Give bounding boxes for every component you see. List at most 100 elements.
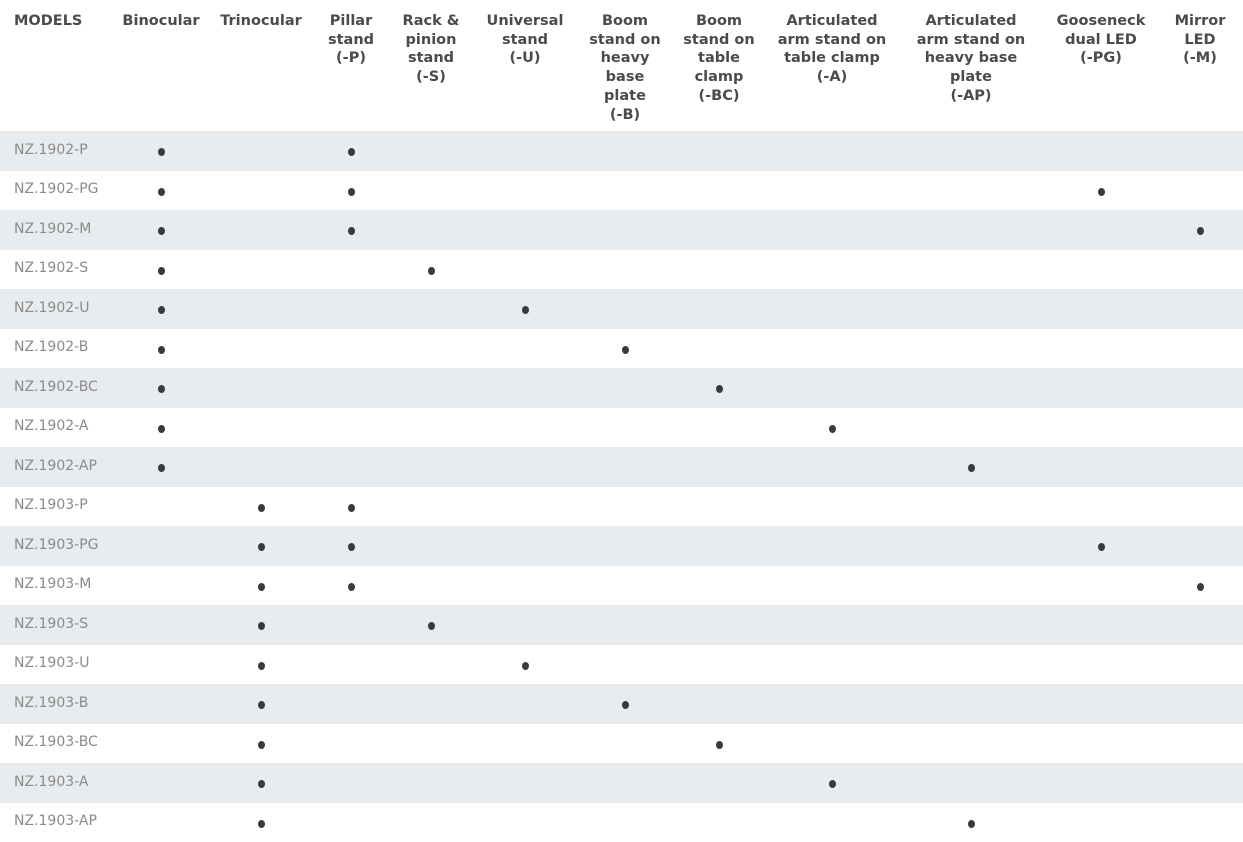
feature-cell-universal [471,645,579,685]
feature-cell-pillar [311,724,391,764]
feature-cell-pillar [311,171,391,211]
feature-cell-rack [391,250,471,290]
feature-cell-trinocular [211,724,311,764]
feature-cell-trinocular [211,447,311,487]
feature-cell-binocular [111,250,211,290]
column-header-line: Boom [581,12,669,31]
column-header-line: Binocular [113,12,209,31]
table-row: NZ.1902-P [0,131,1243,171]
feature-cell-binocular [111,171,211,211]
feature-cell-binocular [111,210,211,250]
feature-cell-universal [471,487,579,527]
column-header-line: table [673,49,765,68]
feature-cell-gooseneck [1045,763,1157,803]
column-header-line: stand on [673,31,765,50]
model-name-cell: NZ.1903-PG [0,526,111,566]
model-name-cell: NZ.1903-S [0,605,111,645]
feature-cell-art_table [767,447,897,487]
availability-dot-icon [258,504,265,512]
feature-cell-mirror [1157,566,1243,606]
feature-cell-binocular [111,368,211,408]
model-name-cell: NZ.1903-A [0,763,111,803]
column-header-line: (-S) [393,68,469,87]
feature-cell-art_heavy [897,763,1045,803]
column-header-line: stand [473,31,577,50]
availability-dot-icon [158,464,165,472]
feature-cell-trinocular [211,289,311,329]
feature-cell-mirror [1157,131,1243,171]
table-row: NZ.1903-A [0,763,1243,803]
availability-dot-icon [1098,188,1105,196]
table-row: NZ.1903-P [0,487,1243,527]
feature-cell-trinocular [211,210,311,250]
feature-cell-gooseneck [1045,329,1157,369]
availability-dot-icon [968,820,975,828]
feature-cell-gooseneck [1045,803,1157,842]
availability-dot-icon [158,267,165,275]
feature-cell-rack [391,566,471,606]
feature-cell-art_heavy [897,803,1045,842]
feature-cell-trinocular [211,329,311,369]
feature-cell-rack [391,763,471,803]
feature-cell-boom_table [671,289,767,329]
column-header-line: (-A) [769,68,895,87]
feature-cell-binocular [111,131,211,171]
feature-cell-trinocular [211,803,311,842]
model-name-cell: NZ.1902-PG [0,171,111,211]
model-name-cell: NZ.1902-M [0,210,111,250]
model-name-cell: NZ.1902-A [0,408,111,448]
feature-cell-art_table [767,803,897,842]
availability-dot-icon [622,346,629,354]
availability-dot-icon [258,780,265,788]
feature-cell-boom_table [671,447,767,487]
column-header-line: clamp [673,68,765,87]
feature-cell-gooseneck [1045,408,1157,448]
availability-dot-icon [428,622,435,630]
table-row: NZ.1902-U [0,289,1243,329]
availability-dot-icon [258,701,265,709]
feature-cell-mirror [1157,487,1243,527]
feature-cell-binocular [111,487,211,527]
feature-cell-boom_table [671,171,767,211]
feature-cell-art_table [767,210,897,250]
column-header-line: MODELS [14,12,109,31]
feature-cell-boom_heavy [579,250,671,290]
column-header-line: Rack & [393,12,469,31]
column-header-line: plate [899,68,1043,87]
feature-cell-pillar [311,605,391,645]
feature-cell-gooseneck [1045,447,1157,487]
feature-cell-rack [391,487,471,527]
availability-dot-icon [158,425,165,433]
feature-cell-rack [391,408,471,448]
feature-cell-boom_table [671,645,767,685]
feature-cell-gooseneck [1045,368,1157,408]
feature-cell-universal [471,408,579,448]
table-row: NZ.1902-PG [0,171,1243,211]
feature-cell-rack [391,526,471,566]
feature-cell-universal [471,250,579,290]
feature-cell-binocular [111,447,211,487]
availability-dot-icon [158,306,165,314]
feature-cell-art_heavy [897,447,1045,487]
feature-cell-universal [471,131,579,171]
table-row: NZ.1903-M [0,566,1243,606]
feature-cell-art_table [767,250,897,290]
feature-cell-art_heavy [897,289,1045,329]
feature-cell-gooseneck [1045,526,1157,566]
feature-cell-rack [391,803,471,842]
feature-cell-pillar [311,684,391,724]
feature-cell-trinocular [211,487,311,527]
column-header-line: heavy [581,49,669,68]
feature-cell-rack [391,684,471,724]
column-header-line: arm stand on [769,31,895,50]
column-header-line: Articulated [769,12,895,31]
table-row: NZ.1902-A [0,408,1243,448]
column-header-line: base [581,68,669,87]
availability-dot-icon [716,385,723,393]
feature-cell-mirror [1157,763,1243,803]
column-header-line: dual LED [1047,31,1155,50]
